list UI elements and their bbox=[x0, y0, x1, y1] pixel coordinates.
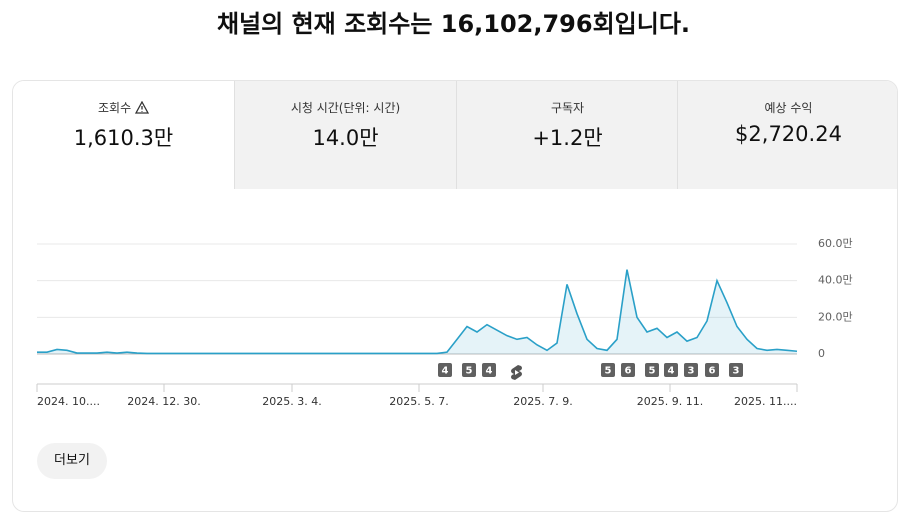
x-tick-label: 2025. 3. 4. bbox=[262, 395, 321, 408]
area bbox=[37, 269, 797, 354]
tab[interactable]: 예상 수익 $2,720.24 bbox=[677, 81, 897, 189]
y-tick-label: 0 bbox=[818, 347, 825, 360]
marker-label: 4 bbox=[486, 366, 493, 377]
y-tick-label: 60.0만 bbox=[818, 237, 853, 250]
x-tick-label: 2025. 7. 9. bbox=[513, 395, 572, 408]
marker-label: 6 bbox=[709, 366, 716, 377]
tab-label: 예상 수익 bbox=[764, 101, 813, 115]
marker-badge bbox=[482, 363, 496, 377]
tab[interactable]: 구독자 +1.2만 bbox=[456, 81, 678, 189]
marker-badge bbox=[462, 363, 476, 377]
tab-label: 시청 시간(단위: 시간) bbox=[290, 101, 401, 115]
marker-badge bbox=[601, 363, 615, 377]
marker-badge bbox=[438, 363, 452, 377]
tab-value: +1.2만 bbox=[532, 126, 603, 150]
marker-badge bbox=[664, 363, 678, 377]
line bbox=[37, 269, 798, 355]
marker-label: 6 bbox=[625, 366, 632, 377]
x-tick-label: 2024. 12. 30. bbox=[127, 395, 200, 408]
marker-badge bbox=[729, 363, 743, 377]
tab-label: 구독자 bbox=[550, 101, 585, 115]
x-tick-label: 2025. 9. 11. bbox=[637, 395, 703, 408]
marker-label: 5 bbox=[649, 366, 656, 377]
y-tick-label: 40.0만 bbox=[818, 274, 853, 287]
page-title: 채널의 현재 조회수는 16,102,796회입니다. bbox=[216, 10, 691, 38]
more-button[interactable]: 더보기 bbox=[37, 443, 107, 479]
tab[interactable]: 조회수 1,610.3만 bbox=[13, 81, 234, 189]
marker-badge bbox=[684, 363, 698, 377]
x-tick-label: 2025. 5. 7. bbox=[389, 395, 448, 408]
chart: 0 20.0만 40.0만 60.0만 2024. 10.... 2024. 12. 30… bbox=[36, 237, 853, 408]
tab-value: $2,720.24 bbox=[735, 122, 842, 146]
tab-value: 1,610.3만 bbox=[73, 126, 174, 150]
tab[interactable]: 시청 시간(단위: 시간) 14.0만 bbox=[234, 81, 456, 189]
tab-value: 14.0만 bbox=[312, 126, 379, 150]
marker-label: 3 bbox=[733, 366, 740, 377]
marker-label: 5 bbox=[466, 366, 473, 377]
marker-label: 5 bbox=[605, 366, 612, 377]
marker-label: 4 bbox=[668, 366, 675, 377]
marker-badge bbox=[621, 363, 635, 377]
x-tick-label: 2025. 11.... bbox=[734, 395, 797, 408]
analytics-card: 조회수 1,610.3만 시청 시간(단위: 시간) 14.0만 구독자 +1.2만… bbox=[12, 80, 898, 512]
x-tick-label: 2024. 10.... bbox=[37, 395, 100, 408]
marker-label: 3 bbox=[688, 366, 695, 377]
marker-label: 4 bbox=[442, 366, 449, 377]
page: 채널의 현재 조회수는 16,102,796회입니다. 조회수 1,610.3만… bbox=[12, 10, 898, 512]
y-tick-label: 20.0만 bbox=[818, 310, 853, 323]
tab-label: 조회수 bbox=[98, 101, 132, 115]
marker-badge bbox=[705, 363, 719, 377]
warning-icon bbox=[134, 100, 150, 114]
marker-badge bbox=[645, 363, 659, 377]
shorts-icon bbox=[511, 365, 522, 380]
